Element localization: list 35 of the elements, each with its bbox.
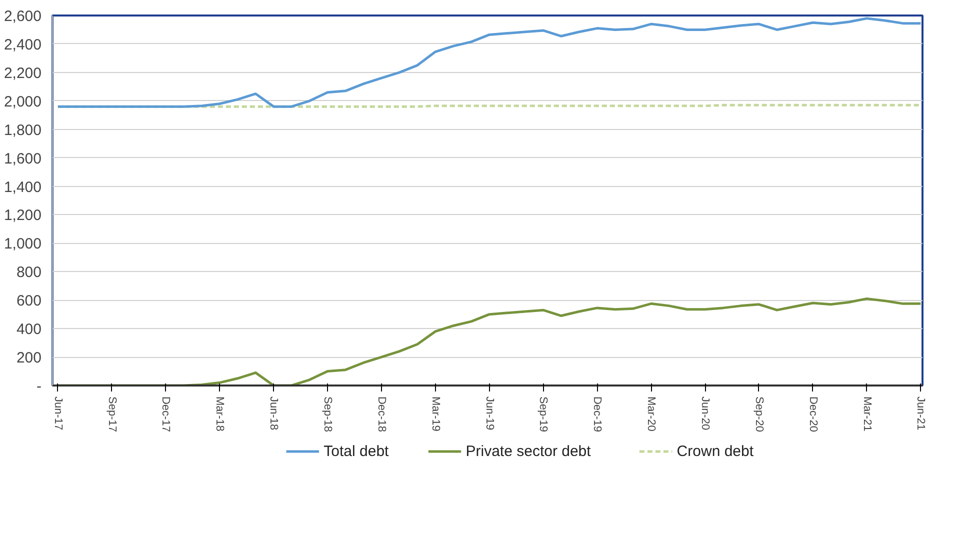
y-tick-label: 1,400	[4, 178, 42, 196]
x-tick-label: Sep-19	[537, 396, 550, 432]
x-tick-label: Jun-19	[483, 396, 496, 430]
x-tick-label: Sep-20	[752, 396, 765, 432]
legend-label: Private sector debt	[466, 443, 592, 460]
y-tick-label: 2,200	[4, 64, 42, 82]
x-tick-label: Dec-18	[375, 396, 388, 432]
x-tick-label: Mar-20	[645, 396, 658, 432]
x-tick-label: Jun-20	[699, 396, 711, 430]
y-tick-label: 200	[16, 350, 42, 367]
x-tick-label: Dec-20	[806, 396, 819, 432]
y-tick-label: 1,000	[4, 236, 42, 253]
x-tick-label: Mar-19	[429, 396, 442, 432]
legend-label: Total debt	[324, 443, 390, 460]
x-tick-label: Mar-18	[214, 396, 226, 432]
x-tick-label: Mar-21	[860, 396, 873, 432]
x-tick-label: Dec-17	[160, 396, 172, 432]
legend-label: Crown debt	[676, 443, 754, 460]
y-tick-label: -	[36, 378, 42, 395]
y-tick-label: 1,200	[4, 207, 42, 224]
x-tick-label: Jun-21	[914, 396, 927, 430]
x-tick-label: Dec-19	[591, 396, 604, 432]
line-series	[56, 17, 922, 108]
y-tick-label: 400	[16, 321, 42, 338]
y-tick-label: 600	[16, 292, 42, 310]
x-tick-label: Jun-18	[268, 396, 280, 430]
x-tick-label: Jun-17	[52, 396, 64, 430]
y-tick-label: 1,600	[4, 150, 42, 168]
x-tick-label: Sep-18	[322, 396, 334, 432]
y-tick-label: 2,000	[4, 93, 42, 110]
y-tick-label: 2,600	[4, 8, 42, 25]
x-tick-label: Sep-17	[106, 396, 118, 432]
y-tick-label: 800	[16, 264, 42, 282]
y-tick-label: 1,800	[4, 122, 42, 139]
y-tick-label: 2,400	[4, 36, 42, 54]
